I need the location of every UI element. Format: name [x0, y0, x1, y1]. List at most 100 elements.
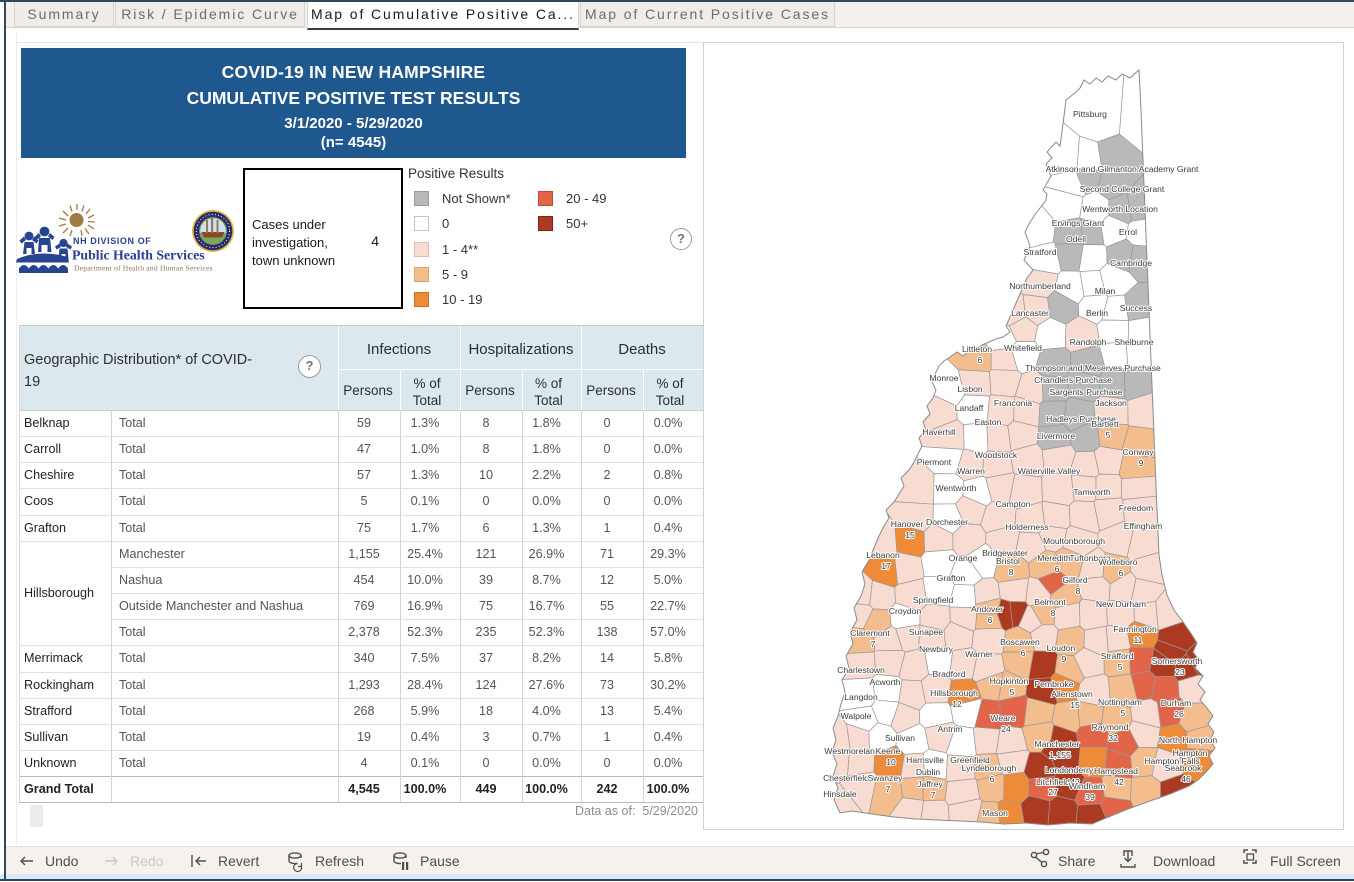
svg-text:Andover: Andover [971, 604, 1003, 614]
svg-text:12: 12 [952, 699, 962, 709]
svg-text:Hillsborough: Hillsborough [930, 688, 978, 698]
svg-text:Durham: Durham [1161, 698, 1192, 708]
svg-text:Orange: Orange [949, 553, 978, 563]
svg-text:Landaff: Landaff [955, 403, 984, 413]
svg-text:Dublin: Dublin [916, 767, 941, 777]
svg-text:Springfield: Springfield [913, 595, 954, 605]
svg-text:Thompson and Meserves Purchase: Thompson and Meserves Purchase [1025, 363, 1161, 373]
svg-text:NH DIVISION OF: NH DIVISION OF [73, 236, 151, 246]
svg-text:North Hampton: North Hampton [1159, 735, 1217, 745]
svg-text:Warren: Warren [957, 466, 985, 476]
svg-text:24: 24 [1001, 724, 1011, 734]
svg-text:Grafton: Grafton [937, 573, 966, 583]
svg-text:5: 5 [1106, 430, 1111, 440]
svg-text:Livermore: Livermore [1037, 431, 1075, 441]
svg-text:8: 8 [1076, 586, 1081, 596]
svg-text:Full Screen: Full Screen [1270, 853, 1341, 869]
svg-text:Lisbon: Lisbon [957, 384, 983, 394]
svg-text:Atkinson and Gilmanton Academy: Atkinson and Gilmanton Academy Grant [1046, 164, 1199, 174]
svg-text:7: 7 [871, 639, 876, 649]
svg-text:Gilford: Gilford [1062, 575, 1088, 585]
svg-text:Second College Grant: Second College Grant [1080, 184, 1165, 194]
svg-text:Westmoreland: Westmoreland [824, 746, 879, 756]
svg-text:Haverhill: Haverhill [922, 427, 956, 437]
svg-text:Antrim: Antrim [938, 724, 963, 734]
svg-text:Sargents Purchase: Sargents Purchase [1049, 387, 1122, 397]
svg-text:Harrisville: Harrisville [906, 755, 944, 765]
svg-text:Litchfield: Litchfield [1036, 777, 1070, 787]
svg-text:Pembroke: Pembroke [1034, 679, 1073, 689]
svg-text:Keene: Keene [876, 746, 901, 756]
svg-text:6: 6 [1119, 568, 1124, 578]
svg-text:Manchester: Manchester [1035, 739, 1080, 749]
svg-text:Freedom: Freedom [1119, 503, 1153, 513]
svg-text:8: 8 [1051, 608, 1056, 618]
svg-text:9: 9 [1062, 654, 1067, 664]
svg-text:17: 17 [881, 561, 891, 571]
svg-text:7: 7 [886, 784, 891, 794]
svg-text:Lyndeborough: Lyndeborough [962, 763, 1017, 773]
svg-text:10: 10 [886, 757, 896, 767]
svg-text:Nottingham: Nottingham [1098, 697, 1142, 707]
svg-text:Success: Success [1120, 303, 1152, 313]
svg-text:Lebanon: Lebanon [866, 550, 900, 560]
svg-text:Whitefield: Whitefield [1004, 343, 1042, 353]
svg-text:Windham: Windham [1069, 781, 1105, 791]
svg-text:Undo: Undo [45, 853, 79, 869]
svg-text:Wentworth: Wentworth [936, 483, 977, 493]
svg-text:Shelburne: Shelburne [1114, 337, 1153, 347]
svg-text:Claremont: Claremont [850, 628, 890, 638]
svg-text:Wentworth Location: Wentworth Location [1082, 204, 1158, 214]
svg-text:Hopkinton: Hopkinton [990, 676, 1029, 686]
svg-text:Woodstock: Woodstock [975, 450, 1018, 460]
svg-text:6: 6 [1021, 648, 1026, 658]
svg-text:Walpole: Walpole [841, 711, 872, 721]
svg-text:Belmont: Belmont [1034, 597, 1066, 607]
svg-text:Download: Download [1153, 853, 1215, 869]
svg-text:Redo: Redo [130, 853, 164, 869]
svg-text:Randolph: Randolph [1070, 337, 1107, 347]
svg-text:Wolfeboro: Wolfeboro [1098, 557, 1137, 567]
svg-text:Seabrook: Seabrook [1165, 763, 1202, 773]
svg-text:Milan: Milan [1095, 286, 1116, 296]
svg-text:6: 6 [990, 774, 995, 784]
svg-text:Refresh: Refresh [315, 853, 364, 869]
svg-text:Department of Health and Human: Department of Health and Human Services [74, 264, 213, 273]
svg-text:New Durham: New Durham [1096, 599, 1146, 609]
svg-text:42: 42 [1114, 777, 1124, 787]
svg-text:Boscawen: Boscawen [1000, 637, 1040, 647]
svg-text:1,155: 1,155 [1049, 750, 1071, 760]
svg-text:Chesterfield: Chesterfield [823, 773, 869, 783]
svg-text:8: 8 [1009, 567, 1014, 577]
svg-text:Sullivan: Sullivan [885, 733, 915, 743]
svg-text:Odell: Odell [1066, 234, 1086, 244]
svg-text:27: 27 [1048, 787, 1058, 797]
svg-text:Swanzey: Swanzey [868, 773, 904, 783]
svg-text:Berlin: Berlin [1086, 308, 1108, 318]
svg-text:Share: Share [1058, 853, 1096, 869]
svg-text:Hadleys Purchase: Hadleys Purchase [1046, 414, 1116, 424]
svg-text:Weare: Weare [990, 713, 1015, 723]
svg-text:Langdon: Langdon [844, 692, 878, 702]
svg-text:Hampton Falls: Hampton Falls [1144, 756, 1199, 766]
svg-text:Effingham: Effingham [1124, 521, 1163, 531]
svg-text:Greenfield: Greenfield [950, 755, 990, 765]
svg-text:Waterville Valley: Waterville Valley [1018, 466, 1081, 476]
svg-text:Bartlett: Bartlett [1091, 419, 1119, 429]
svg-text:Pittsburg: Pittsburg [1073, 109, 1107, 119]
svg-text:Bradford: Bradford [933, 669, 966, 679]
svg-text:Loudon: Loudon [1047, 643, 1076, 653]
svg-text:5: 5 [1118, 662, 1123, 672]
svg-text:Errol: Errol [1119, 227, 1137, 237]
svg-text:Jaffrey: Jaffrey [917, 779, 943, 789]
svg-text:Holderness: Holderness [1005, 522, 1048, 532]
svg-text:Somersworth: Somersworth [1152, 656, 1203, 666]
svg-text:Easton: Easton [975, 417, 1002, 427]
svg-text:Tuftonboro: Tuftonboro [1069, 553, 1110, 563]
svg-text:26: 26 [1174, 709, 1184, 719]
svg-text:5: 5 [1010, 687, 1015, 697]
svg-text:42: 42 [1070, 777, 1080, 787]
svg-text:Franconia: Franconia [994, 398, 1032, 408]
svg-text:Raymond: Raymond [1092, 722, 1129, 732]
svg-text:Warner: Warner [965, 649, 993, 659]
